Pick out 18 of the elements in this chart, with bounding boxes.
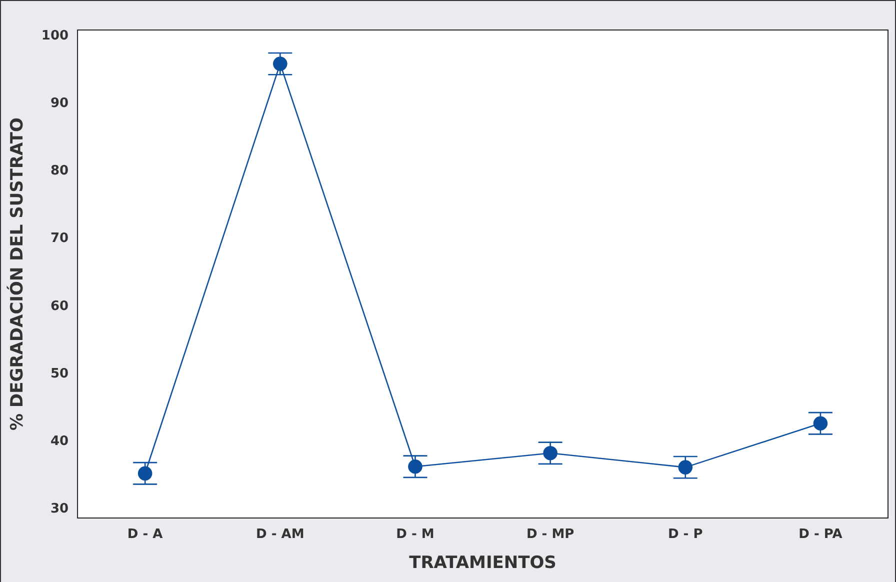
y-tick-label: 100: [41, 28, 69, 44]
x-tick-label: D - M: [396, 527, 434, 542]
x-axis-title: TRATAMIENTOS: [409, 553, 556, 574]
y-tick-label: 50: [50, 366, 69, 382]
y-tick-label: 30: [50, 502, 69, 517]
y-tick-label: 80: [50, 164, 69, 179]
x-tick-label: D - MP: [526, 527, 574, 542]
x-tick-label: D - AM: [256, 527, 304, 542]
y-tick-label: 90: [50, 96, 69, 112]
x-tick-label: D - PA: [798, 527, 842, 542]
point: [138, 466, 152, 481]
y-tick-label: 40: [50, 434, 69, 449]
y-tick-label: 60: [50, 298, 69, 314]
y-tick-label: 70: [50, 231, 69, 246]
y-axis-title: % DEGRADACIÓN DEL SUSTRATO: [6, 118, 28, 430]
point: [813, 416, 828, 431]
x-tick-label: D - P: [668, 527, 703, 542]
x-tick-label: D - A: [127, 527, 163, 542]
